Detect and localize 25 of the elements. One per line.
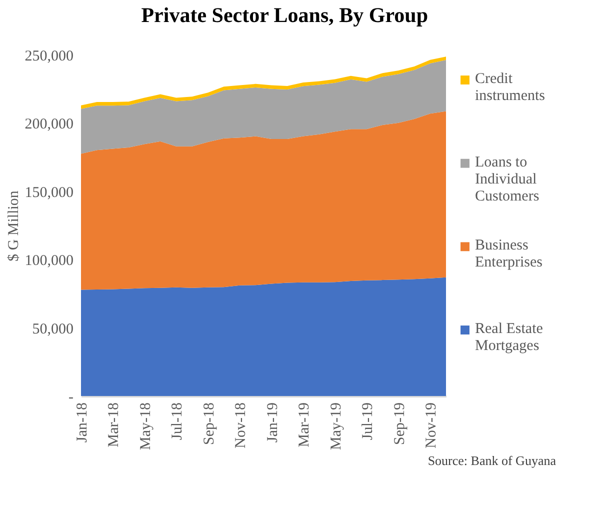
y-tick-label: 50,000	[32, 321, 74, 338]
y-tick-label: -	[68, 390, 74, 406]
legend-label: Business Enterprises	[475, 238, 543, 271]
y-tick-label: 200,000	[24, 116, 74, 133]
x-tick-label: May-18	[138, 402, 154, 450]
x-tick-label: Jul-18	[170, 402, 186, 440]
chart-title: Private Sector Loans, By Group	[141, 3, 428, 27]
x-tick-label: Nov-19	[424, 402, 440, 448]
y-axis-title: $ G Million	[6, 190, 22, 262]
x-tick-label: Sep-18	[201, 402, 218, 445]
legend-label: Credit instruments	[475, 71, 546, 104]
source-note: Source: Bank of Guyana	[428, 453, 556, 468]
x-tick-label: Nov-18	[233, 402, 250, 448]
x-tick-label: Sep-19	[392, 402, 408, 445]
x-tick-label: Mar-18	[106, 402, 122, 448]
x-tick-label: May-19	[328, 402, 344, 450]
x-tick-label: Jan-19	[264, 402, 281, 442]
legend-label: Real Estate Mortgages	[475, 321, 544, 354]
y-tick-label: 250,000	[24, 48, 74, 64]
y-tick-label: 100,000	[24, 253, 74, 270]
x-tick-label: Jul-19	[360, 402, 376, 440]
legend-label: Loans to Individual Customers	[475, 154, 540, 204]
x-tick-label: Mar-19	[296, 402, 313, 448]
y-tick-label: 150,000	[24, 184, 74, 201]
x-tick-label: Jan-18	[74, 402, 90, 442]
